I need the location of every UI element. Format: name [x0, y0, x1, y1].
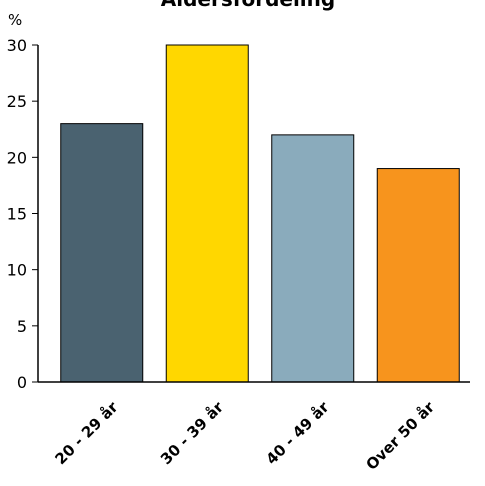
y-unit-label: % — [8, 11, 22, 29]
bar — [376, 168, 460, 383]
x-tick-label: Over 50 år — [362, 398, 438, 474]
y-tick-label: 5 — [17, 317, 27, 336]
bar — [165, 44, 249, 383]
y-tick-label: 25 — [7, 92, 27, 111]
chart-title: Aldersfordeling — [161, 0, 335, 11]
x-tick-label: 20 - 29 år — [51, 398, 122, 469]
x-axis-labels: 20 - 29 år 30 - 39 år 40 - 49 år Over 50 år — [51, 398, 438, 474]
y-axis-ticks: 0 5 10 15 20 25 30 — [7, 36, 38, 392]
bar — [271, 134, 355, 383]
bar — [60, 123, 144, 383]
y-tick-label: 0 — [17, 373, 27, 392]
y-tick-label: 15 — [7, 205, 27, 224]
x-tick-label: 30 - 39 år — [157, 398, 228, 469]
axes — [37, 45, 470, 383]
bars — [60, 44, 460, 383]
y-tick-label: 30 — [7, 36, 27, 55]
y-tick-label: 10 — [7, 261, 27, 280]
x-tick-label: 40 - 49 år — [262, 398, 333, 469]
y-tick-label: 20 — [7, 148, 27, 167]
